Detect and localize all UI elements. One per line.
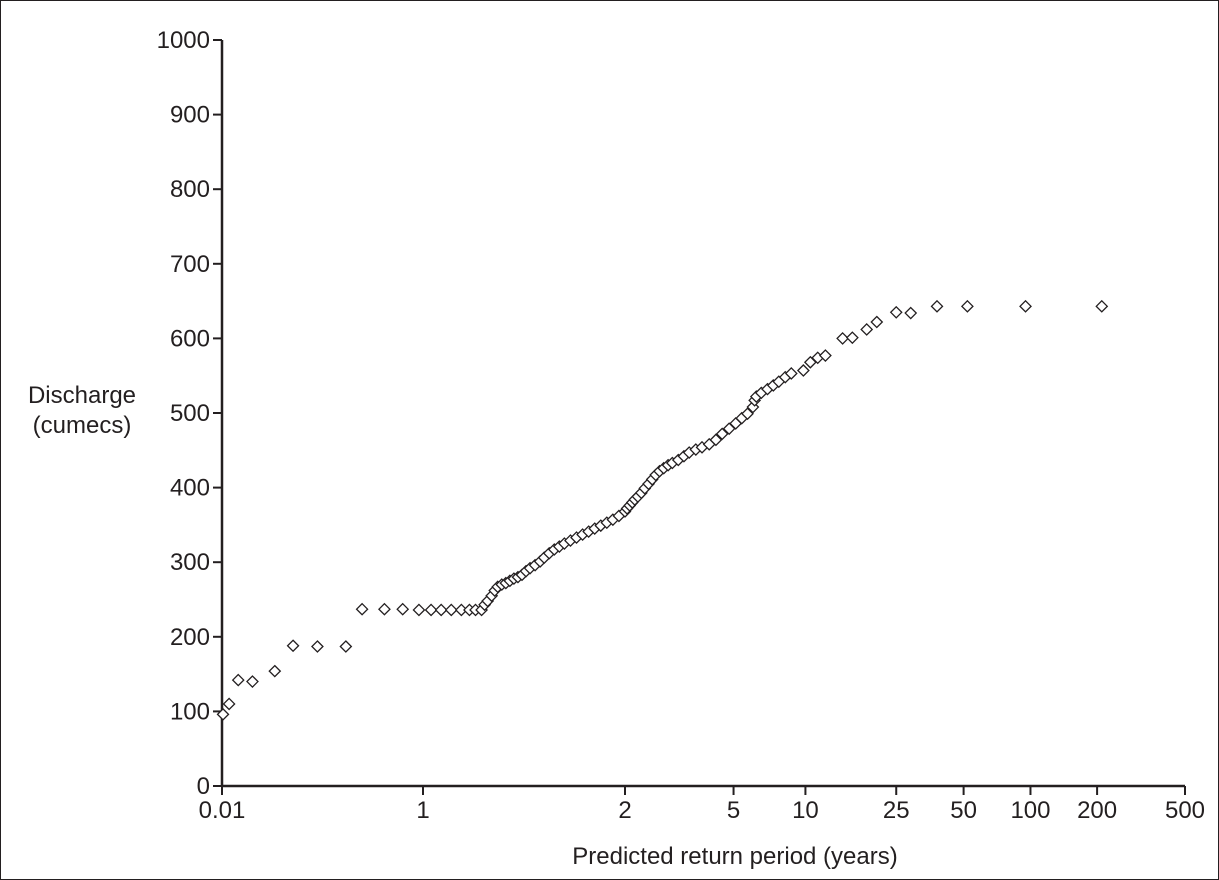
data-point <box>889 305 903 319</box>
y-tick-label: 200 <box>170 624 210 651</box>
y-tick-label: 1000 <box>157 27 210 54</box>
data-point <box>246 675 259 688</box>
data-point <box>378 602 391 616</box>
data-point <box>1019 299 1032 313</box>
data-point <box>930 299 944 313</box>
data-point <box>396 602 410 616</box>
data-point <box>286 639 300 653</box>
data-point <box>424 603 438 617</box>
x-tick-label: 200 <box>1077 797 1117 824</box>
data-point <box>818 349 832 362</box>
data-point <box>715 427 729 441</box>
y-tick-label: 700 <box>170 251 210 278</box>
data-point <box>311 640 324 653</box>
x-tick-label: 100 <box>1010 797 1050 824</box>
data-point <box>860 323 874 336</box>
y-tick-label: 0 <box>197 773 210 800</box>
data-point <box>836 331 850 345</box>
y-tick-label: 500 <box>170 400 210 427</box>
x-axis-ticks: 0.01 1 2 5 10 25 50 100 200 500 <box>199 786 1205 824</box>
data-point <box>222 697 236 711</box>
data-point <box>216 707 230 721</box>
x-tick-label: 500 <box>1165 797 1205 824</box>
y-axis-label-line-2: (cumecs) <box>33 412 132 439</box>
x-tick-label: 1 <box>416 797 429 824</box>
x-tick-label: 50 <box>950 797 977 824</box>
data-point <box>268 664 282 678</box>
data-point <box>904 306 918 320</box>
data-point <box>231 673 245 687</box>
data-point <box>845 331 859 345</box>
x-tick-label: 5 <box>727 797 740 824</box>
x-tick-label: 2 <box>618 797 631 824</box>
data-point <box>339 640 353 653</box>
x-tick-label: 10 <box>792 797 819 824</box>
y-tick-label: 400 <box>170 475 210 502</box>
data-point <box>444 603 458 617</box>
data-point <box>412 603 426 617</box>
y-tick-label: 900 <box>170 102 210 129</box>
x-tick-label: 0.01 <box>199 797 246 824</box>
y-tick-label: 600 <box>170 325 210 352</box>
data-point <box>784 367 798 380</box>
data-point <box>741 407 754 421</box>
data-point <box>960 299 974 313</box>
y-axis-label-line-1: Discharge <box>28 382 136 409</box>
y-tick-label: 100 <box>170 698 210 725</box>
data-point <box>709 433 723 447</box>
data-point <box>796 364 810 377</box>
y-axis-ticks: 0 100 200 300 400 500 600 700 800 900 1000 <box>157 27 222 800</box>
data-point <box>870 315 884 329</box>
data-point <box>355 602 369 616</box>
y-tick-label: 300 <box>170 549 210 576</box>
x-axis-label: Predicted return period (years) <box>572 843 897 870</box>
y-tick-label: 800 <box>170 176 210 203</box>
data-point <box>434 603 448 617</box>
data-points <box>216 299 1109 721</box>
x-tick-label: 25 <box>883 797 910 824</box>
data-point <box>1095 299 1109 313</box>
